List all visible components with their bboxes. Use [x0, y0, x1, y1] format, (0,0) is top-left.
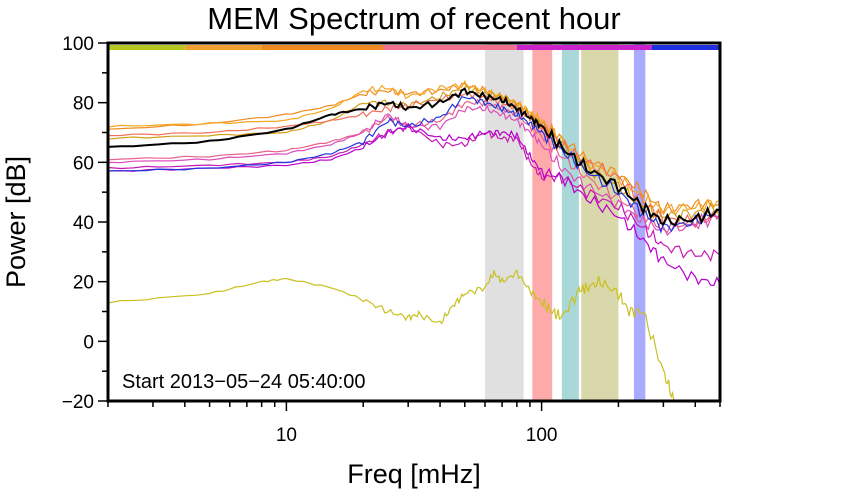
x-axis: 10 100 [107, 401, 721, 446]
top-bar-segment-5 [516, 45, 652, 50]
start-time-annotation: Start 2013−05−24 05:40:00 [122, 371, 366, 393]
series-line-8 [108, 122, 720, 287]
top-bar-segment-4 [383, 45, 517, 50]
data-series [108, 80, 720, 401]
y-tick-label: −20 [62, 392, 94, 413]
y-tick-label: 80 [73, 94, 94, 115]
frequency-band-4 [581, 43, 619, 401]
series-line-6 [108, 104, 720, 237]
x-axis-label: Freq [mHz] [347, 459, 481, 489]
series-line-4 [108, 92, 720, 229]
x-tick-label: 10 [276, 425, 297, 446]
series-line-9 [108, 95, 720, 235]
series-line-3 [108, 84, 720, 222]
frequency-band-3 [561, 43, 579, 401]
x-tick-label: 100 [526, 425, 558, 446]
y-tick-label: 40 [73, 213, 94, 234]
top-color-bar [108, 45, 720, 50]
y-axis: −20 0 20 40 60 80 100 [62, 34, 108, 413]
plot-frame [106, 41, 722, 403]
series-line-10 [108, 87, 720, 227]
y-tick-label: 20 [73, 273, 94, 294]
frequency-band-2 [532, 43, 553, 401]
y-axis-label: Power [dB] [1, 156, 31, 288]
top-bar-segment-1 [108, 45, 185, 50]
y-tick-label: 100 [62, 34, 94, 55]
series-line-7 [108, 123, 720, 263]
top-bar-segment-6 [651, 45, 720, 50]
top-bar-segment-2 [184, 45, 262, 50]
y-tick-label: 60 [73, 153, 94, 174]
series-line-11 [108, 269, 675, 401]
series-line-5 [108, 98, 720, 234]
top-bar-segment-3 [261, 45, 384, 50]
series-line-1 [108, 82, 720, 214]
chart-title: MEM Spectrum of recent hour [207, 1, 621, 36]
shaded-bands [484, 43, 646, 401]
y-tick-label: 0 [83, 332, 94, 353]
